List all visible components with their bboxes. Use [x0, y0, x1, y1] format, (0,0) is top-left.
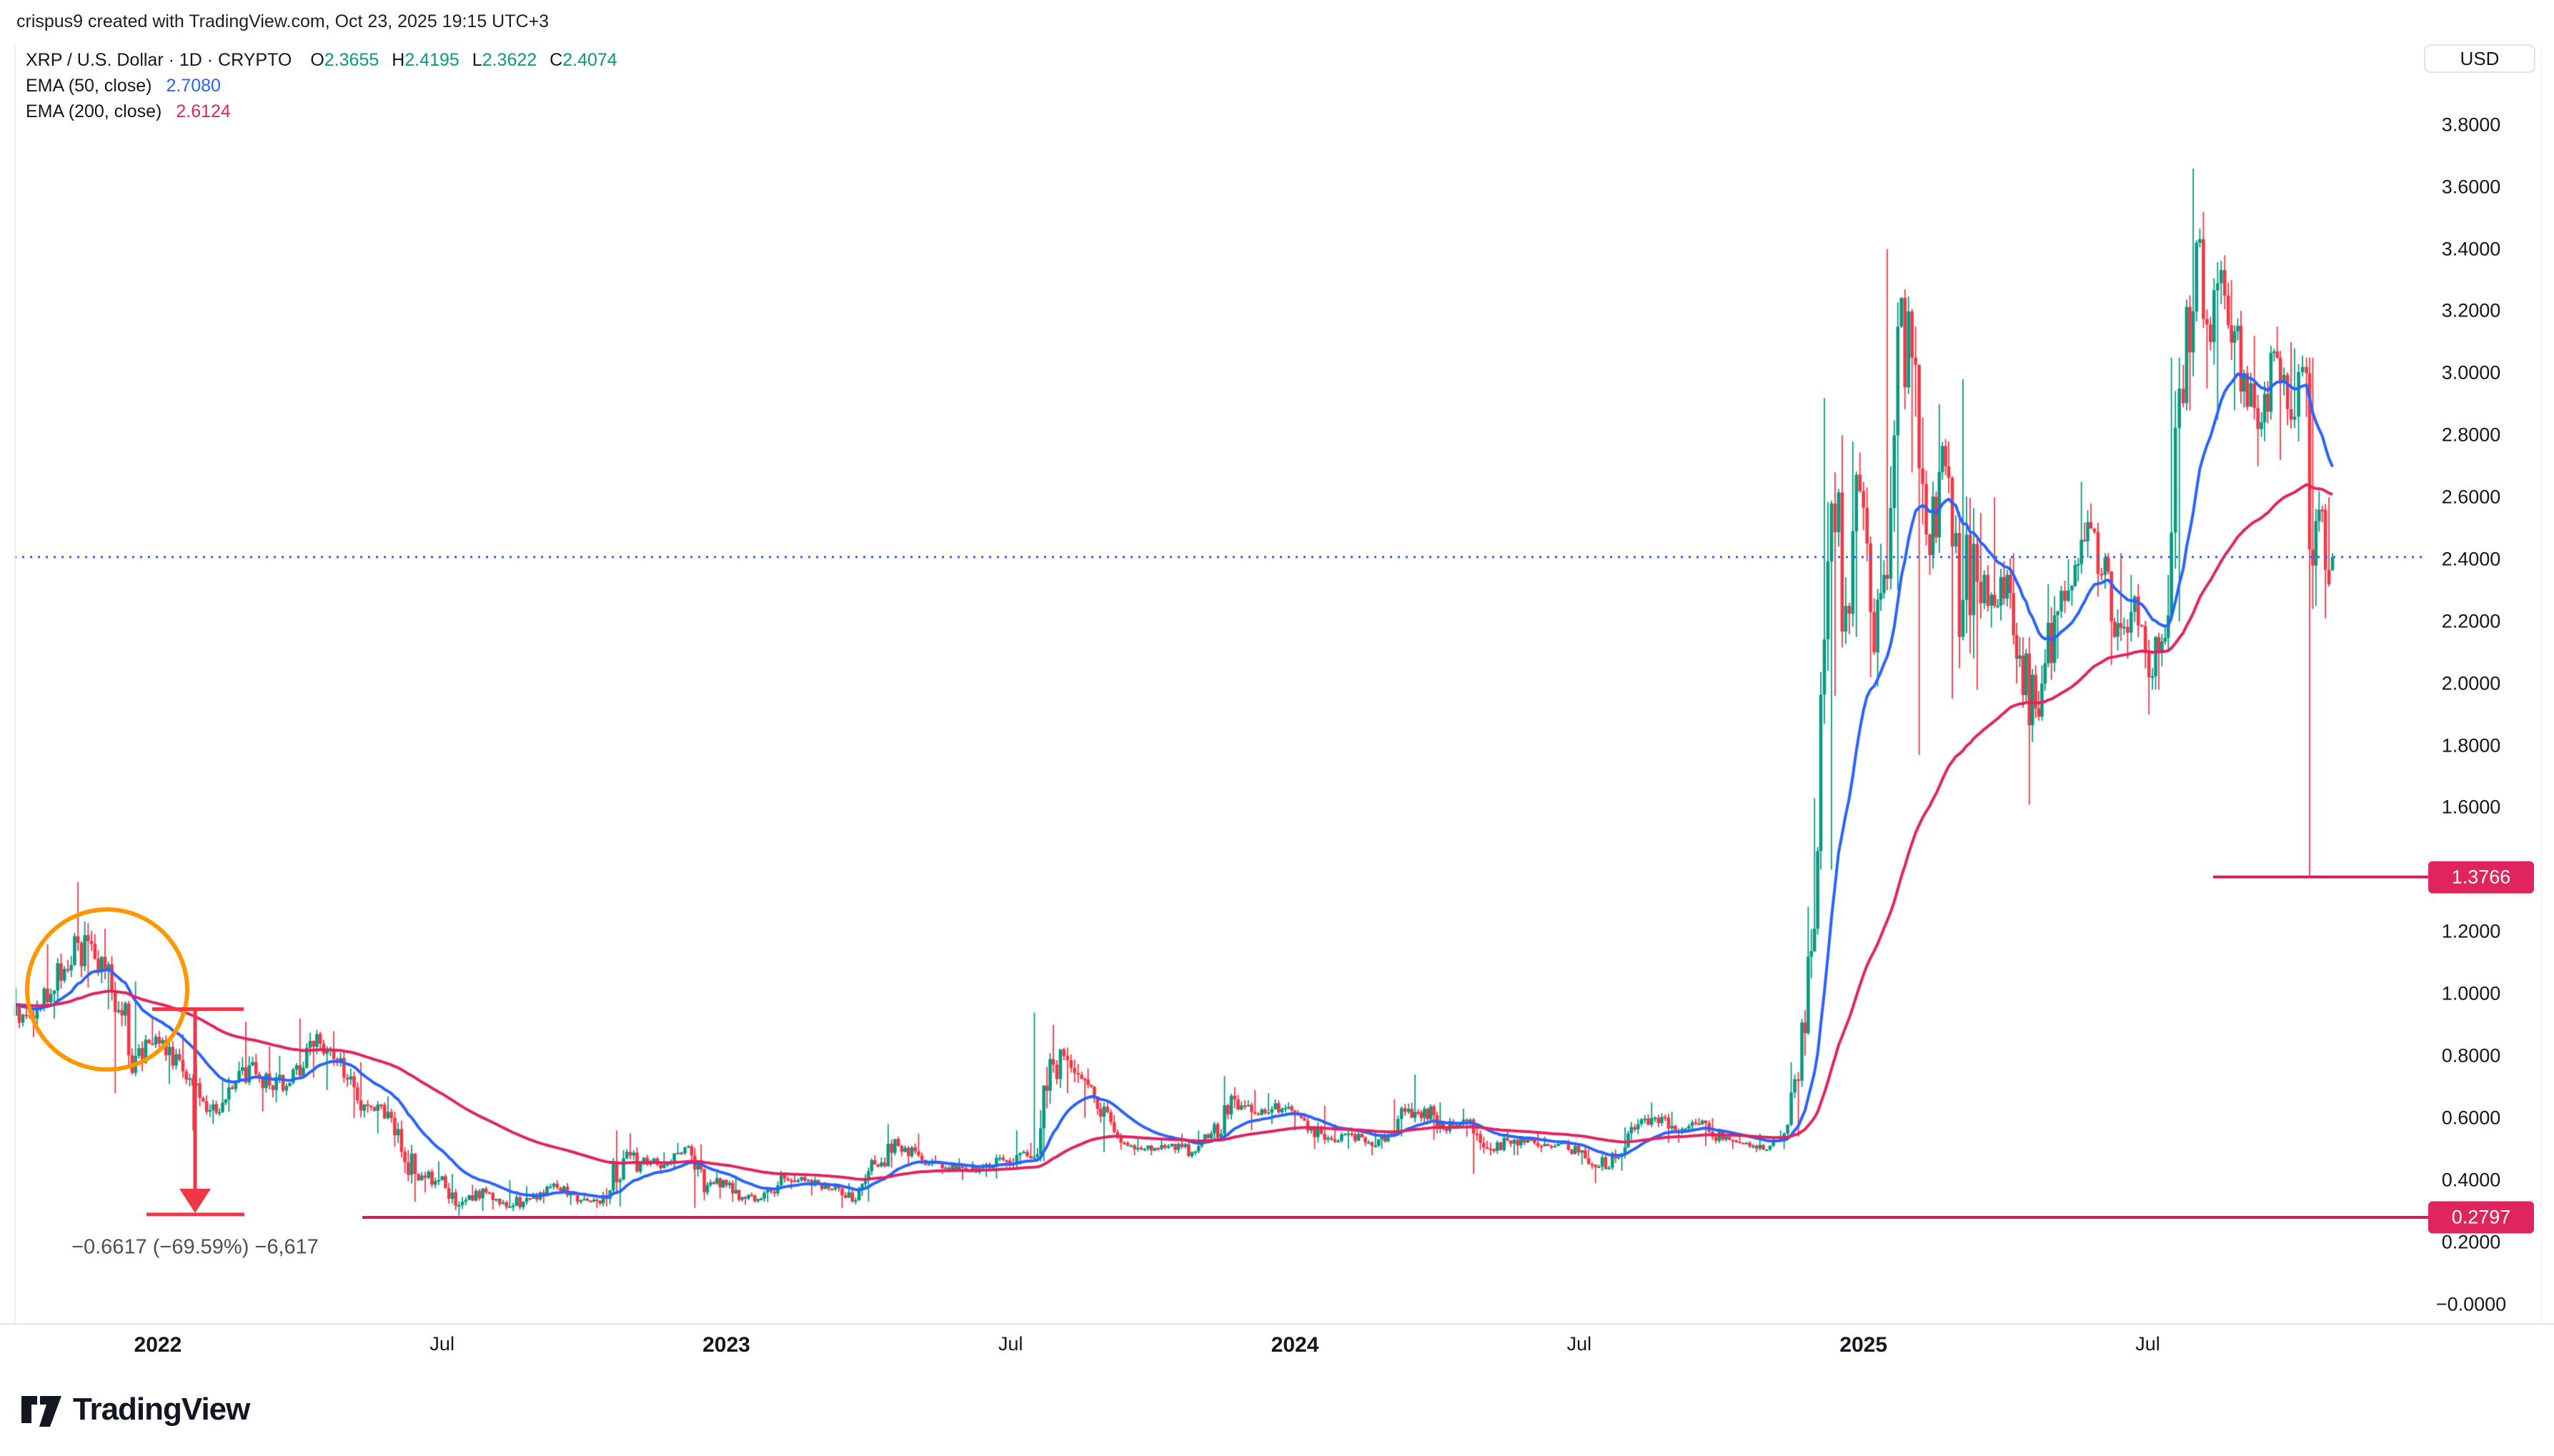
price-tick-label: 3.4000	[2441, 238, 2501, 260]
currency-button[interactable]: USD	[2424, 44, 2535, 73]
pane-left-border	[14, 43, 16, 1323]
price-tick-label: 2.8000	[2441, 424, 2501, 446]
tradingview-logo-text: TradingView	[73, 1392, 250, 1427]
time-tick-label: Jul	[998, 1333, 1023, 1355]
price-tick-label: 1.8000	[2441, 734, 2501, 757]
price-tick-label: 3.6000	[2441, 176, 2501, 198]
symbol-title: XRP / U.S. Dollar · 1D · CRYPTO	[26, 49, 292, 70]
ohlc-item: L2.3622	[472, 49, 537, 70]
ohlc-item: H2.4195	[392, 49, 459, 70]
price-label-1-3766: 1.3766	[2428, 861, 2534, 893]
price-tick-label: 3.0000	[2441, 361, 2501, 384]
ohlc-item: C2.4074	[550, 49, 617, 70]
tradingview-logo[interactable]: TradingView	[21, 1392, 250, 1427]
price-tick-label: 1.6000	[2441, 796, 2501, 818]
price-tick-label: 1.0000	[2441, 982, 2501, 1004]
time-tick-label: 2023	[702, 1333, 750, 1357]
ema50-value: 2.7080	[166, 75, 221, 96]
chart-legend: XRP / U.S. Dollar · 1D · CRYPTO O2.3655 …	[26, 47, 630, 124]
symbol-legend-row[interactable]: XRP / U.S. Dollar · 1D · CRYPTO O2.3655 …	[26, 47, 630, 73]
price-tick-label: 3.8000	[2441, 114, 2501, 136]
price-tick-label: 2.0000	[2441, 672, 2501, 694]
tradingview-logo-icon	[21, 1396, 61, 1427]
time-scale[interactable]: 2022 Jul 2023 Jul 2024 Jul 2025	[0, 1326, 2554, 1366]
price-tick-label: −0.0000	[2435, 1293, 2507, 1315]
time-tick-label: Jul	[1566, 1333, 1592, 1355]
ema50-label: EMA (50, close)	[26, 75, 152, 96]
price-label-0-2797: 0.2797	[2428, 1201, 2534, 1234]
price-tick-label: 1.2000	[2441, 920, 2501, 942]
time-axis-separator	[0, 1323, 2554, 1325]
price-tick-label: 0.4000	[2441, 1169, 2501, 1191]
time-tick-label: Jul	[2135, 1333, 2160, 1355]
time-tick-label: 2025	[1839, 1333, 1888, 1357]
price-tick-label: 0.8000	[2441, 1044, 2501, 1067]
ema200-value: 2.6124	[176, 101, 231, 121]
price-tick-label: 3.2000	[2441, 299, 2501, 321]
price-tick-label: 0.6000	[2441, 1107, 2501, 1129]
price-tick-label: 2.6000	[2441, 486, 2501, 508]
ohlc-values: O2.3655 H2.4195 L2.3622 C2.4074	[310, 50, 630, 71]
price-tick-label: 2.4000	[2441, 548, 2501, 570]
ema50-legend-row[interactable]: EMA (50, close) 2.7080	[26, 73, 630, 99]
time-tick-label: 2022	[134, 1333, 182, 1357]
pane-right-border	[2541, 43, 2542, 1323]
price-tick-label: 2.2000	[2441, 610, 2501, 632]
price-tick-label: 0.2000	[2441, 1231, 2501, 1253]
ema200-legend-row[interactable]: EMA (200, close) 2.6124	[26, 99, 630, 124]
time-tick-label: Jul	[429, 1333, 454, 1355]
measure-tool-label: −0.6617 (−69.59%) −6,617	[71, 1235, 319, 1259]
time-tick-label: 2024	[1271, 1333, 1319, 1357]
ema200-label: EMA (200, close)	[26, 101, 162, 121]
ohlc-item: O2.3655	[310, 49, 379, 70]
price-scale[interactable]: 3.8000 3.6000 3.4000 3.2000 3.0000 2.800…	[2428, 43, 2554, 1323]
